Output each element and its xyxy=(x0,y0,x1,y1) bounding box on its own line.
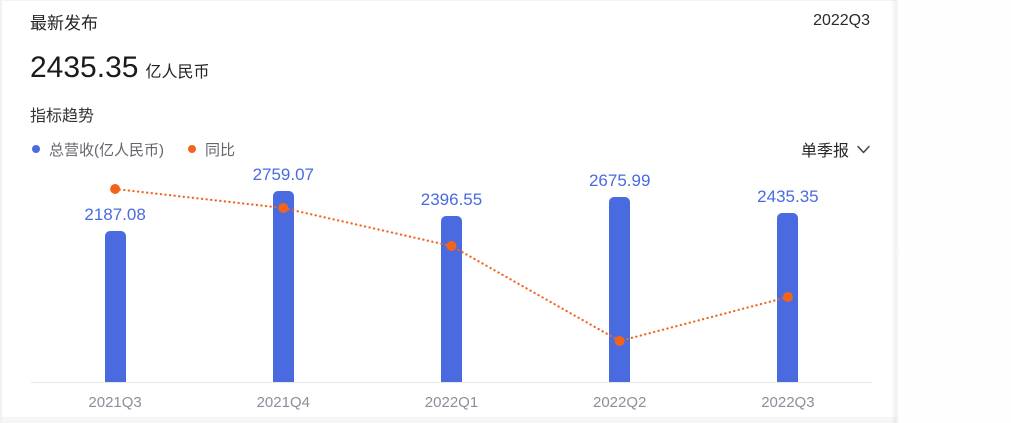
x-tick-2022Q1: 2022Q1 xyxy=(424,394,479,411)
panel-divider xyxy=(891,0,900,423)
yoy-point-2022Q1 xyxy=(446,241,457,251)
yoy-legend-label: 同比 xyxy=(205,141,236,159)
trend-chart: 2187.08 2021Q3 2759.07 2021Q4 2396.55 2022Q1 2… xyxy=(31,165,872,411)
adjacent-panel xyxy=(900,0,1011,423)
bar-value-label-2022Q2: 2675.99 xyxy=(588,171,651,190)
bar-2021Q4[interactable] xyxy=(272,191,294,382)
card-title: 最新发布 xyxy=(30,14,98,33)
bar-2022Q1[interactable] xyxy=(441,216,462,382)
indicator-card: 最新发布 2022Q3 2435.35 亿人民币 指标趋势 总营收(亿人民币) 同… xyxy=(0,0,897,423)
bar-2021Q3[interactable] xyxy=(104,231,126,382)
revenue-legend-dot-icon xyxy=(32,145,40,153)
bar-2022Q2[interactable] xyxy=(609,197,631,382)
legend-item-yoy[interactable]: 同比 xyxy=(188,139,235,160)
bar-value-label-2021Q3: 2187.08 xyxy=(84,205,146,224)
bar-value-label-2022Q3: 2435.35 xyxy=(757,187,819,206)
headline-value-row: 2435.35 亿人民币 xyxy=(30,51,209,85)
chevron-down-icon[interactable] xyxy=(857,145,870,154)
yoy-point-2021Q3 xyxy=(110,184,121,194)
legend-item-revenue[interactable]: 总营收(亿人民币) xyxy=(32,139,164,160)
report-type-label: 单季报 xyxy=(800,143,849,160)
bar-value-label-2022Q1: 2396.55 xyxy=(420,190,483,209)
section-title: 指标趋势 xyxy=(30,108,95,125)
yoy-point-2022Q2 xyxy=(614,336,625,346)
yoy-point-2021Q4 xyxy=(278,203,289,213)
legend-and-controls-row: 总营收(亿人民币) 同比 单季报 xyxy=(32,138,870,160)
chart-legend: 总营收(亿人民币) 同比 xyxy=(32,139,235,160)
headline-unit: 亿人民币 xyxy=(145,64,210,81)
yoy-line-layer xyxy=(110,184,793,346)
x-tick-2022Q3: 2022Q3 xyxy=(761,394,815,411)
x-tick-2021Q3: 2021Q3 xyxy=(88,394,142,411)
x-axis-line xyxy=(31,382,872,383)
x-tick-2021Q4: 2021Q4 xyxy=(256,394,310,411)
latest-period-label: 2022Q3 xyxy=(813,12,870,29)
card-bottom-divider xyxy=(2,417,897,423)
revenue-legend-label: 总营收(亿人民币) xyxy=(49,141,164,159)
yoy-point-2022Q3 xyxy=(782,292,793,302)
yoy-legend-dot-icon xyxy=(188,145,196,153)
headline-value: 2435.35 xyxy=(30,51,139,84)
yoy-dotted-line xyxy=(113,187,790,343)
report-type-dropdown[interactable]: 单季报 xyxy=(801,137,870,161)
bar-value-label-2021Q4: 2759.07 xyxy=(252,165,315,184)
x-tick-2022Q2: 2022Q2 xyxy=(592,394,647,411)
